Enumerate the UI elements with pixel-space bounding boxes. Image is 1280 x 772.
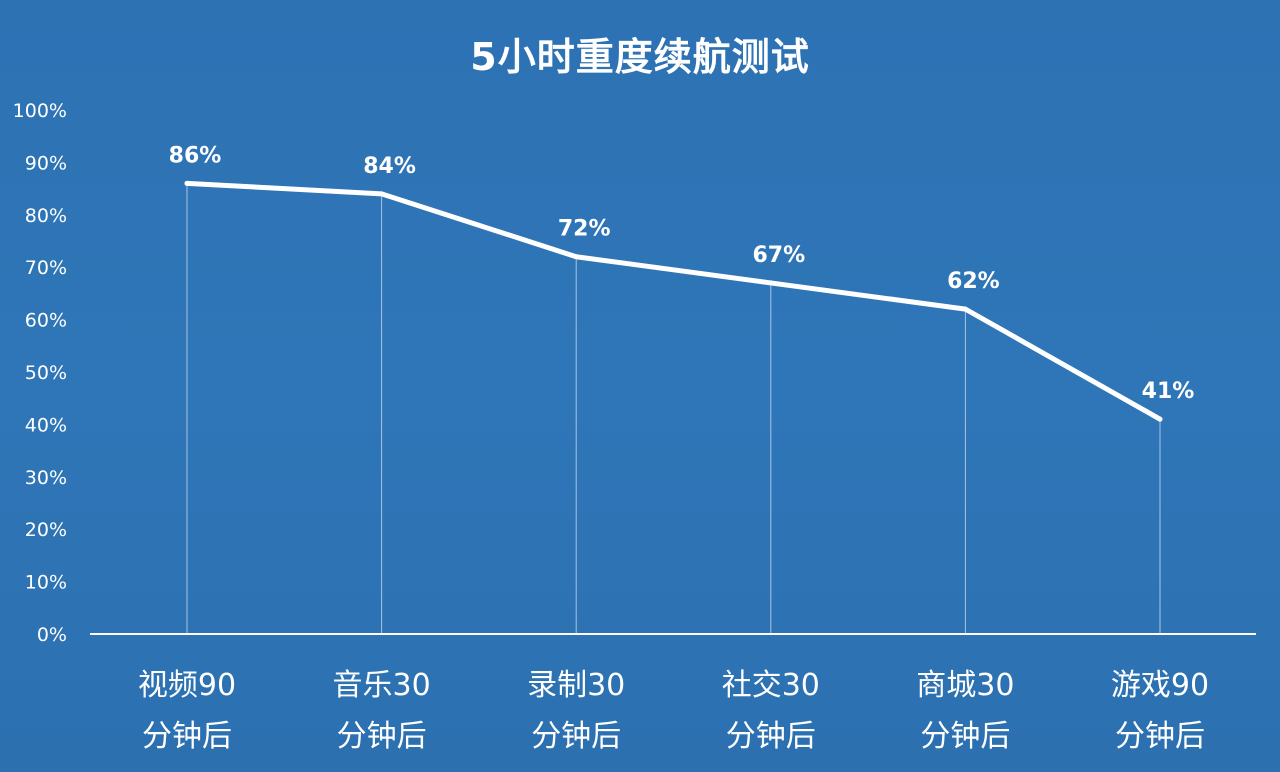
y-tick-label: 100% — [13, 100, 67, 122]
x-category-label: 游戏90 — [1111, 668, 1209, 703]
y-tick-label: 20% — [25, 519, 67, 541]
data-point — [184, 180, 190, 186]
y-tick-label: 10% — [25, 572, 67, 594]
y-tick-label: 80% — [25, 205, 67, 227]
x-category-label: 分钟后 — [337, 719, 427, 754]
y-tick-label: 60% — [25, 310, 67, 332]
y-tick-label: 70% — [25, 257, 67, 279]
data-point — [1157, 416, 1163, 422]
y-tick-label: 30% — [25, 467, 67, 489]
data-label: 67% — [752, 243, 805, 268]
x-category-label: 视频90 — [138, 668, 236, 703]
x-category-label: 商城30 — [916, 668, 1014, 703]
data-point — [768, 280, 774, 286]
y-tick-label: 50% — [25, 362, 67, 384]
y-tick-label: 40% — [25, 414, 67, 436]
data-point — [573, 254, 579, 260]
data-label: 41% — [1142, 379, 1195, 404]
data-label: 86% — [169, 143, 222, 168]
data-label: 72% — [558, 217, 611, 242]
data-label: 84% — [363, 154, 416, 179]
y-tick-label: 0% — [37, 624, 67, 646]
x-category-label: 分钟后 — [1115, 719, 1205, 754]
data-label: 62% — [947, 269, 1000, 294]
x-category-label: 音乐30 — [333, 668, 431, 703]
chart-title: 5小时重度续航测试 — [470, 35, 810, 79]
y-tick-label: 90% — [25, 152, 67, 174]
data-point — [379, 191, 385, 197]
x-category-label: 社交30 — [722, 668, 820, 703]
x-category-label: 分钟后 — [142, 719, 232, 754]
data-point — [962, 306, 968, 312]
x-category-label: 分钟后 — [920, 719, 1010, 754]
x-category-label: 分钟后 — [726, 719, 816, 754]
series-line — [184, 180, 1163, 422]
x-category-label: 分钟后 — [531, 719, 621, 754]
x-category-label: 录制30 — [527, 668, 625, 703]
